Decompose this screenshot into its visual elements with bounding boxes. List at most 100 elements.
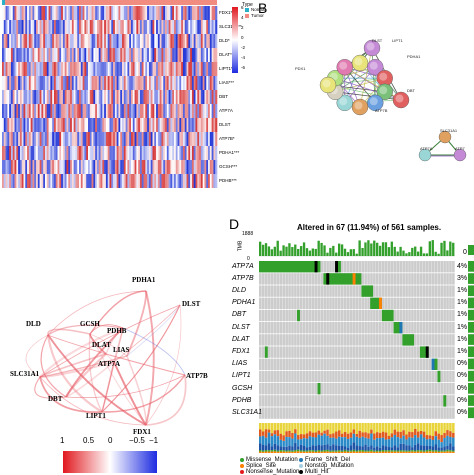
tmb-bar: [267, 246, 271, 256]
tmb-bar: [358, 240, 361, 256]
heatmap-gene-label: DLST: [219, 122, 231, 127]
correlation-gene-label: LIAS: [113, 346, 130, 354]
tmb-bar: [376, 242, 379, 256]
tmb-bar: [416, 251, 420, 256]
oncoplot-percent: 3%: [457, 274, 468, 282]
tmb-min-label: 0: [247, 256, 250, 262]
mutation-cell: [402, 334, 415, 346]
tmb-bar: [422, 253, 426, 256]
legend-label: Nonstop_Mutation: [305, 462, 354, 469]
network-node-label: ATP7A: [420, 146, 433, 151]
panel-b-letter: B: [258, 0, 268, 16]
oncoplot-percent: 1%: [457, 286, 468, 294]
mutation-cell: [323, 273, 362, 285]
tmb-bar: [355, 253, 358, 256]
heatmap-colorbar: [232, 7, 238, 73]
legend-dot: [240, 458, 244, 462]
panel-a-heatmap: FDX1*** SLC31A1** DLD* DLAT* LIPT1*** LIAS***…: [0, 0, 266, 205]
mutation-cell: [259, 261, 321, 273]
network-node-label: ATP7: [455, 146, 465, 151]
oncoplot-percent: 1%: [457, 335, 468, 343]
heatmap-gene-label: DLD*: [219, 38, 230, 43]
colorbar-tick: -4: [241, 55, 246, 60]
tmb-bar: [282, 245, 285, 256]
heatmap-gene-label: DLAT*: [219, 52, 232, 57]
network-node-label: ATP7B: [375, 108, 388, 113]
tmb-bar: [431, 240, 434, 256]
oncoplot-gene-label: DBT: [232, 311, 246, 319]
tmb-bar: [414, 246, 417, 256]
legend-dot: [299, 458, 303, 462]
tmb-bar: [449, 241, 452, 256]
tmb-bar: [317, 240, 320, 256]
tmb-bar: [297, 248, 300, 256]
mutation-cell: [425, 346, 429, 358]
scale-tick: 0.5: [83, 436, 95, 445]
network-node: [336, 59, 353, 76]
scale-tick: 1: [60, 436, 65, 445]
panel-b-network: B PDX1 DLST LIPT1 PDHA1 DBT ATP7B SLC31A1 ATP7A…: [255, 0, 474, 210]
tmb-bar: [302, 242, 306, 256]
network-node: [453, 148, 467, 162]
tmb-bar: [326, 252, 329, 256]
tmb-bar: [446, 250, 449, 256]
colorbar-tick: 6: [241, 5, 244, 10]
legend-swatch: [245, 8, 249, 12]
network-node: [438, 130, 452, 144]
mutation-cell: [335, 261, 338, 273]
tmb-bar: [343, 248, 347, 256]
tmb-max-label: 1888: [242, 231, 254, 237]
tmb-bar: [364, 242, 367, 256]
mutation-cell: [264, 346, 268, 358]
heatmap-gene-label: ATP7A: [219, 108, 233, 113]
correlation-gene-label: LIPT1: [86, 412, 106, 420]
tmb-bar: [329, 247, 332, 256]
tmb-bar: [340, 244, 344, 256]
oncoplot-percent: 1%: [457, 323, 468, 331]
tmb-bar: [279, 250, 282, 256]
legend-dot: [240, 470, 244, 474]
heatmap-gene-label: FDX1***: [219, 10, 236, 15]
oncoplot-percent: 0%: [457, 408, 468, 416]
legend-label: Normal: [251, 7, 266, 12]
correlation-scale-bar: [63, 451, 157, 473]
mutation-cell: [361, 285, 374, 297]
correlation-gene-label: PDHB: [107, 327, 127, 335]
tmb-bar: [288, 243, 291, 256]
heatmap-gene-label: GCSH***: [219, 164, 238, 169]
mutation-cell: [431, 358, 435, 370]
tmb-bar: [434, 251, 437, 256]
tmb-bar: [408, 252, 411, 256]
panel-d-letter: D: [229, 216, 240, 232]
legend-dot: [240, 464, 244, 468]
tmb-bar: [270, 249, 274, 256]
mutation-cell: [434, 358, 438, 370]
tmb-bar: [419, 246, 423, 256]
oncoplot-percent: 1%: [457, 311, 468, 319]
legend-swatch: [245, 14, 249, 18]
tmb-bar: [299, 246, 303, 256]
legend-label: Multi_Hit: [305, 468, 329, 475]
oncoplot-gene-label: SLC31A1: [232, 408, 262, 416]
correlation-gene-label: DLD: [26, 320, 41, 328]
oncoplot-gene-label: GCSH: [232, 384, 253, 392]
tmb-bar: [411, 247, 414, 256]
network-node: [336, 94, 353, 111]
scale-tick: −0.5: [129, 436, 145, 445]
mutation-cell: [381, 309, 394, 322]
panel-d-oncoplot: D Altered in 67 (11.94%) of 561 samples.…: [229, 215, 474, 475]
mutation-cell: [326, 273, 330, 285]
tmb-bar: [311, 248, 314, 256]
correlation-gene-label: FDX1: [133, 428, 151, 436]
mutation-cell: [399, 322, 403, 334]
mutation-cell: [443, 395, 447, 407]
correlation-gene-label: PDHA1: [132, 276, 156, 284]
colorbar-tick: 2: [241, 25, 244, 30]
legend-dot: [299, 464, 303, 468]
heatmap-gene-label: SLC31A1**: [219, 24, 242, 29]
network-node: [392, 91, 410, 109]
oncoplot-gene-label: ATP7A: [232, 262, 254, 270]
oncoplot: [259, 240, 474, 453]
legend-label: Nonsense_Mutation: [246, 468, 300, 475]
legend-label: Frame_Shift_Del: [305, 456, 351, 463]
